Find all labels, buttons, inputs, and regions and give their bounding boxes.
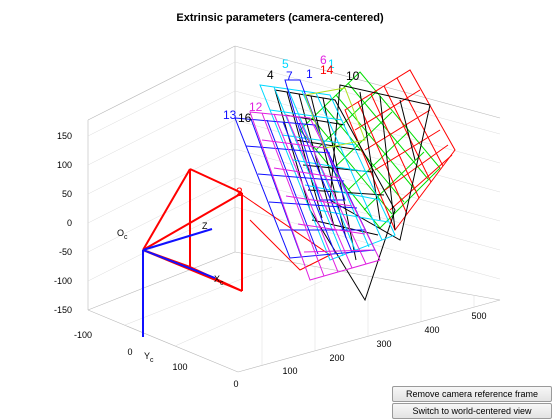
camera-axes — [142, 228, 216, 337]
figure-title: Extrinsic parameters (camera-centered) — [176, 12, 384, 24]
z-tick: -150 — [54, 305, 72, 315]
grid-label: 4 — [267, 68, 274, 82]
z-tick: 150 — [57, 131, 72, 141]
x-axis-label: Xc — [214, 274, 224, 287]
y-tick: 100 — [282, 366, 297, 376]
grid-label: 10 — [346, 69, 360, 83]
z-tick: -50 — [59, 247, 72, 257]
z-axis-label: Z — [202, 221, 208, 231]
grid-label: 5 — [282, 57, 289, 71]
calibration-grids — [234, 69, 456, 302]
y-tick: 0 — [233, 379, 238, 389]
x-tick: -100 — [74, 330, 92, 340]
z-tick: -100 — [54, 276, 72, 286]
grid-label: 13 — [223, 108, 237, 122]
y-tick: 300 — [376, 339, 391, 349]
y-axis-label: Yc — [144, 351, 154, 364]
grid-label: 6 — [320, 53, 327, 67]
z-tick: 100 — [57, 160, 72, 170]
x-tick: 100 — [172, 362, 187, 372]
x-tick: 0 — [127, 347, 132, 357]
grid-label: 1 — [306, 67, 313, 81]
y-tick-labels: 0 100 200 300 400 500 — [233, 311, 486, 389]
grid-label: 12 — [249, 100, 263, 114]
z-tick-labels: 150 100 50 0 -50 -100 -150 — [54, 131, 72, 315]
y-tick: 400 — [424, 325, 439, 335]
grid-label: 1 — [328, 57, 335, 71]
x-tick-labels: -100 0 100 — [74, 330, 188, 372]
z-tick: 50 — [62, 189, 72, 199]
axes-box — [87, 45, 501, 373]
grid-plane-cyan — [259, 84, 396, 261]
z-tick: 0 — [67, 218, 72, 228]
grid-plane-red — [234, 69, 456, 271]
axes-grid — [87, 61, 501, 365]
grid-index-labels: 4 5 7 1 6 1 14 10 13 16 12 2 — [223, 53, 360, 199]
grid-label: 7 — [286, 69, 293, 83]
grid-plane-magenta — [249, 111, 381, 281]
grid-plane-yellowgreen — [304, 87, 366, 149]
switch-world-view-button[interactable]: Switch to world-centered view — [392, 403, 552, 419]
camera-labels: Oc Z Xc Yc — [117, 221, 224, 364]
grid-label: 14 — [320, 63, 334, 77]
camera-frustum — [142, 168, 243, 292]
y-tick: 500 — [471, 311, 486, 321]
grid-label: 2 — [236, 185, 243, 199]
y-tick: 200 — [329, 353, 344, 363]
grid-plane-green — [299, 71, 441, 229]
origin-label: Oc — [117, 228, 128, 241]
grid-label: 16 — [238, 111, 252, 125]
remove-camera-frame-button[interactable]: Remove camera reference frame — [392, 386, 552, 402]
